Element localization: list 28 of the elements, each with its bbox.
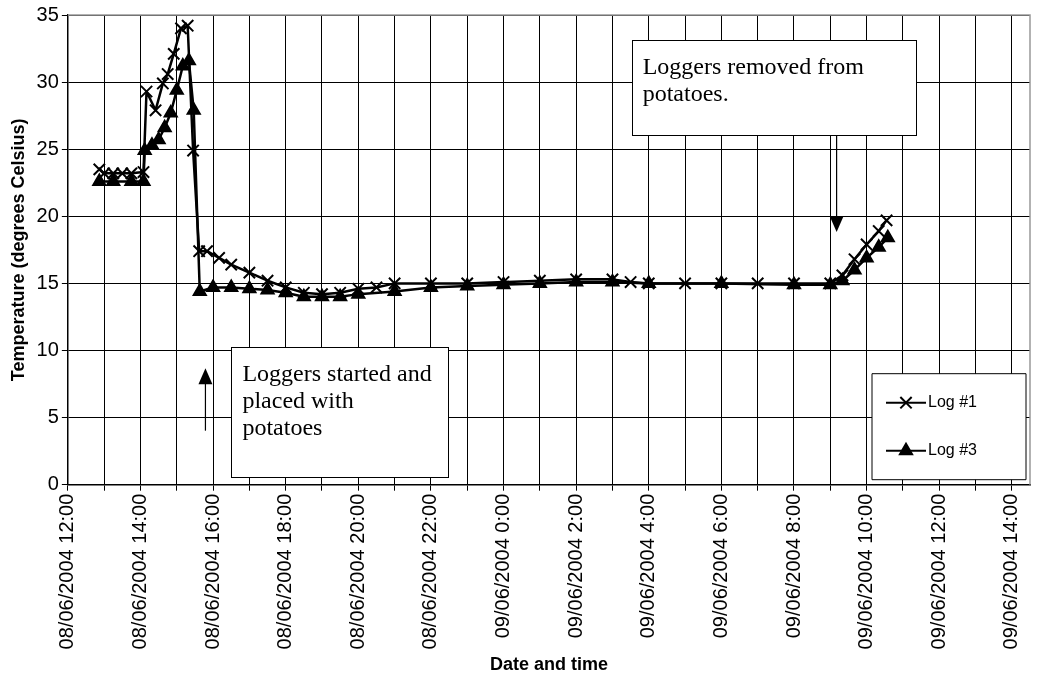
y-tick-label: 5 xyxy=(47,405,59,428)
x-tick-label: 08/06/2004 22:00 xyxy=(418,493,441,650)
x-tick-label: 08/06/2004 14:00 xyxy=(127,493,150,650)
x-tick-label: 08/06/2004 20:00 xyxy=(345,493,368,650)
y-tick-label: 10 xyxy=(36,338,59,361)
y-axis-title: Temperature (degrees Celsius) xyxy=(7,118,28,382)
y-tick-label: 25 xyxy=(36,136,59,159)
y-tick-label: 15 xyxy=(36,270,59,293)
x-tick-label: 09/06/2004 2:00 xyxy=(563,493,586,639)
x-tick-label: 09/06/2004 0:00 xyxy=(491,493,514,639)
x-tick-label: 09/06/2004 4:00 xyxy=(636,493,659,639)
legend-label: Log #1 xyxy=(928,393,978,411)
x-tick-label: 09/06/2004 10:00 xyxy=(854,493,877,650)
callout-box: Loggers removed from potatoes. xyxy=(631,40,918,136)
y-tick-label: 30 xyxy=(36,69,59,92)
x-tick-label: 09/06/2004 12:00 xyxy=(926,493,949,650)
legend-label: Log #3 xyxy=(928,441,978,459)
x-tick-label: 08/06/2004 18:00 xyxy=(273,493,296,650)
x-tick-label: 09/06/2004 6:00 xyxy=(708,493,731,639)
x-tick-label: 09/06/2004 14:00 xyxy=(999,493,1022,650)
callout-box: Loggers started and placed with potatoes xyxy=(231,346,449,478)
x-axis-title: Date and time xyxy=(489,654,608,675)
x-tick-label: 09/06/2004 8:00 xyxy=(781,493,804,639)
y-tick-label: 20 xyxy=(36,203,59,226)
x-tick-label: 08/06/2004 16:00 xyxy=(200,493,223,650)
y-tick-label: 35 xyxy=(36,2,59,25)
x-tick-label: 08/06/2004 12:00 xyxy=(55,493,78,650)
y-tick-label: 0 xyxy=(47,472,59,495)
